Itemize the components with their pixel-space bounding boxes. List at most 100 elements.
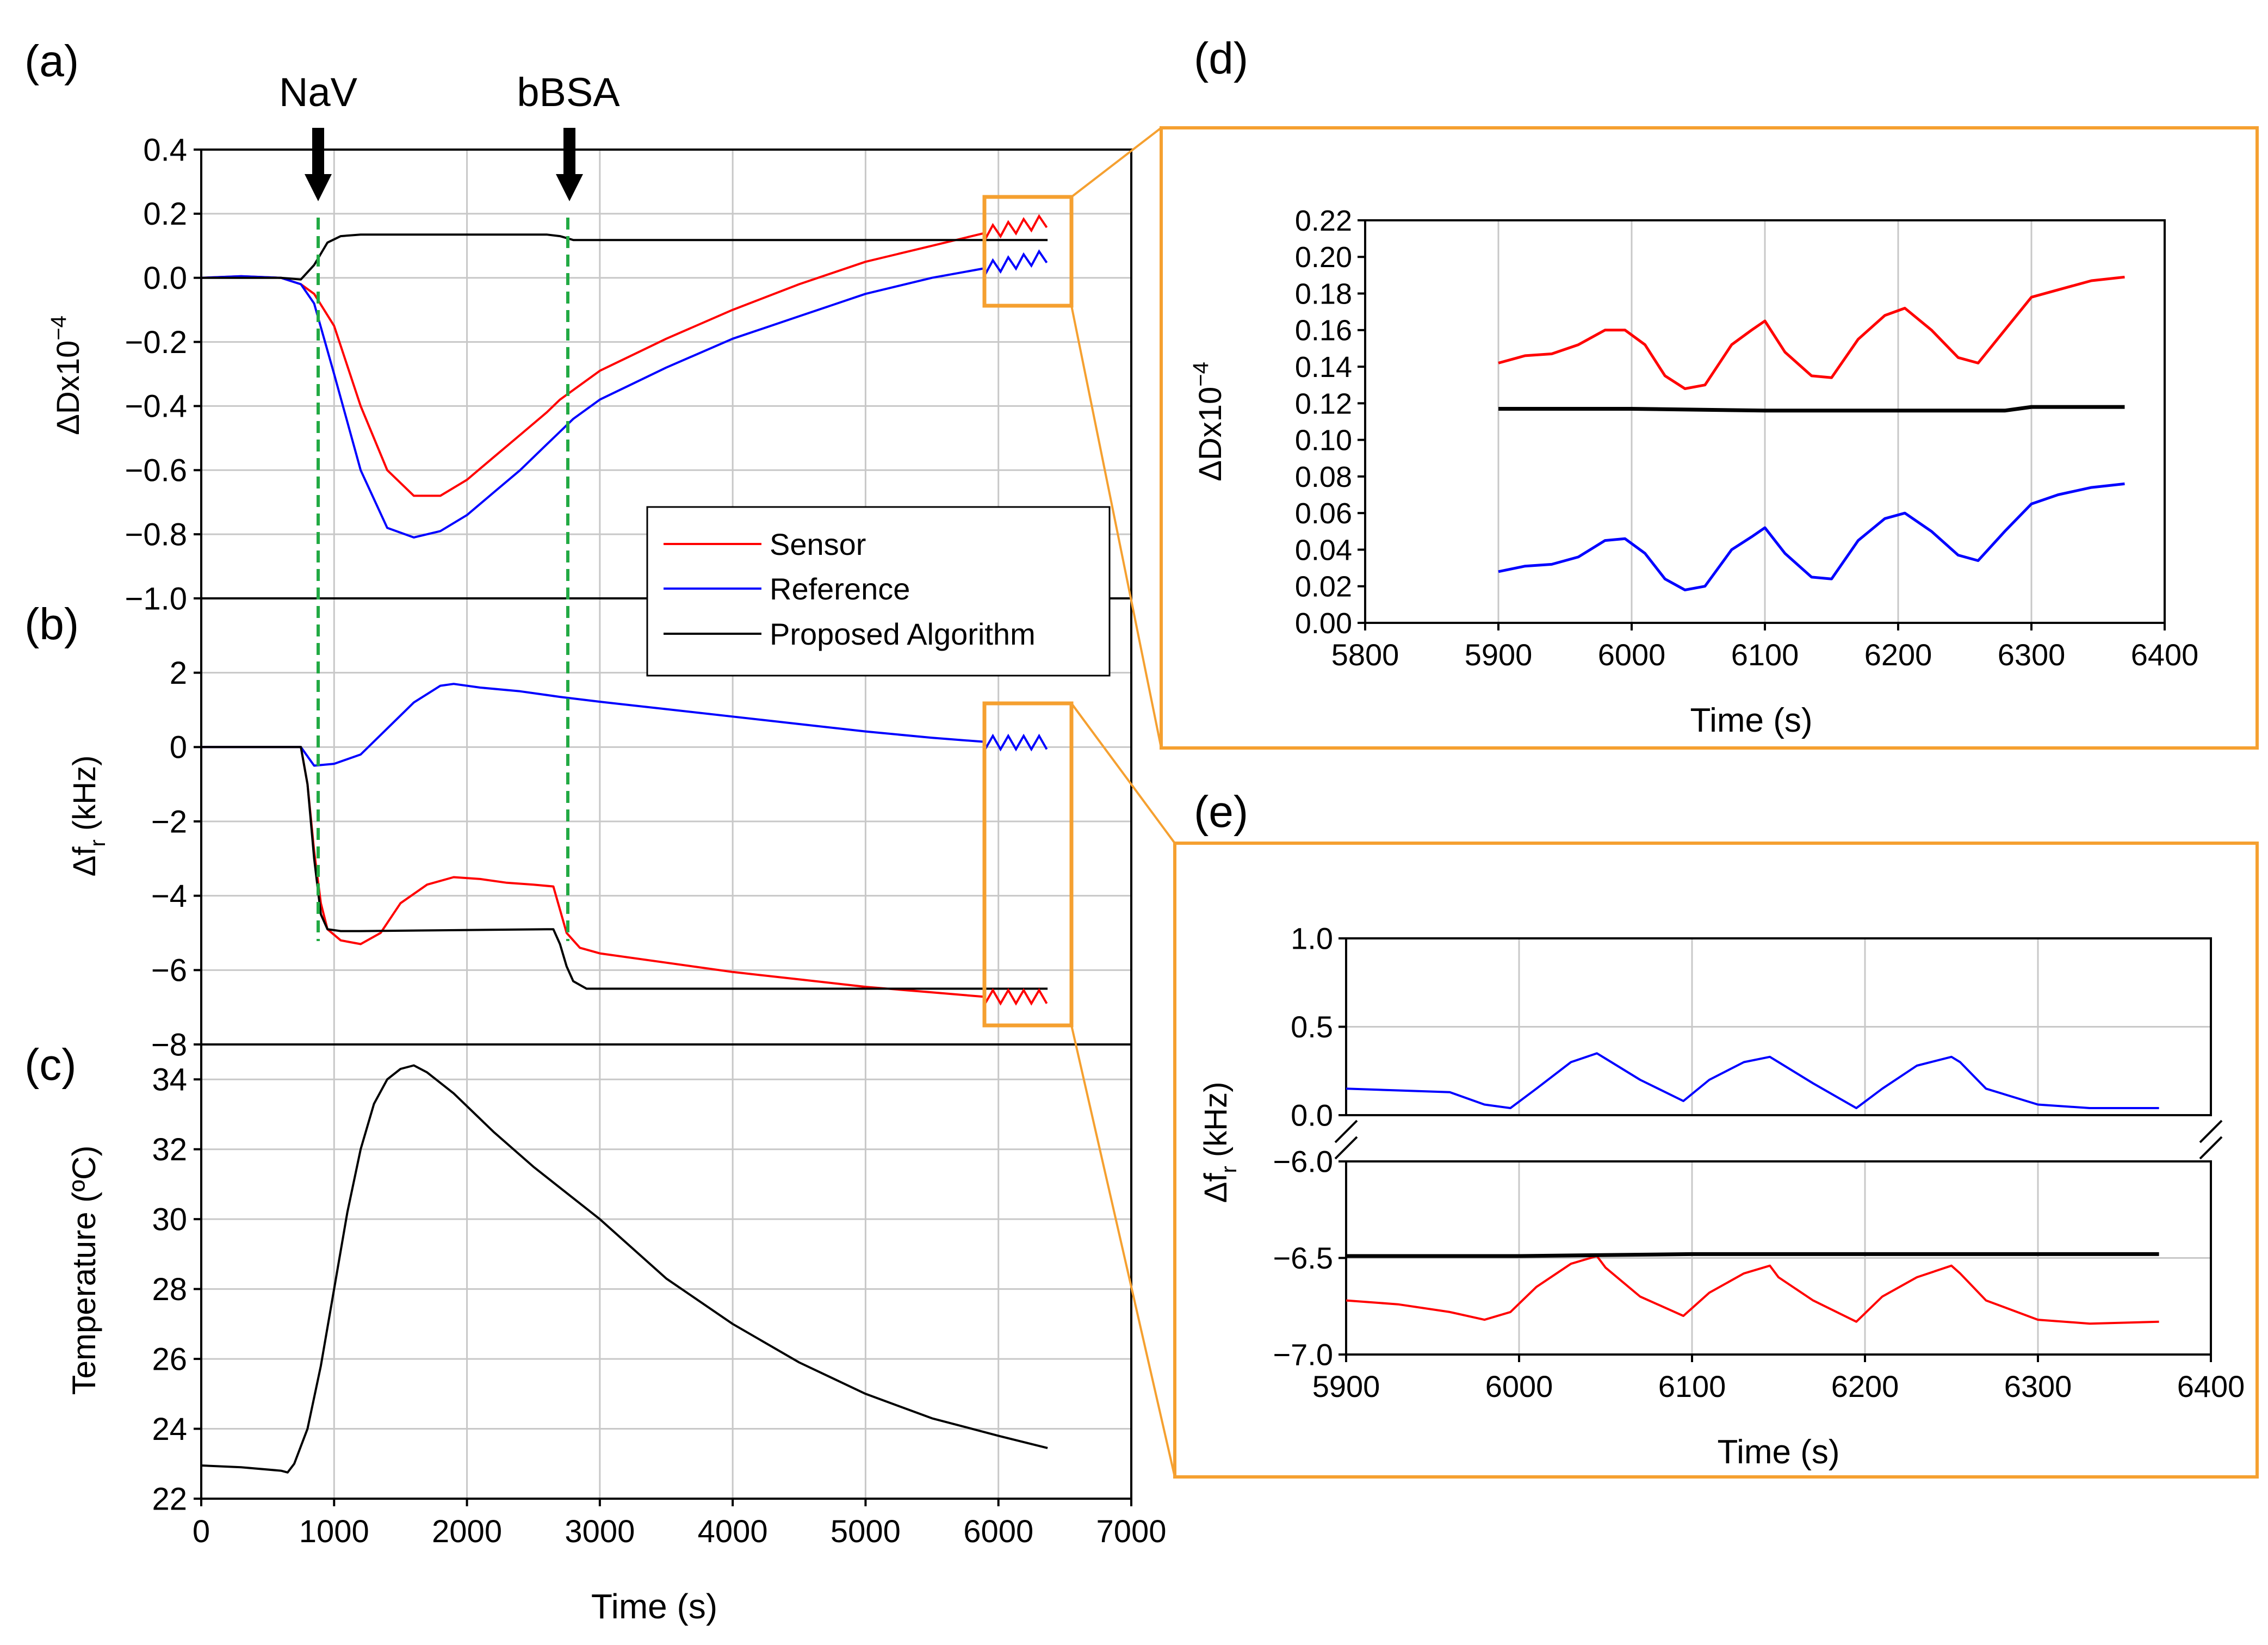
x-tick-label: 5900 bbox=[1465, 638, 1533, 672]
y-tick-label: 0.06 bbox=[1295, 497, 1352, 530]
y-tick-label: 0.04 bbox=[1295, 534, 1352, 566]
panel-a-reference-tail bbox=[984, 249, 1048, 275]
panel-b-ylabel: Δfr (kHz) bbox=[67, 756, 110, 877]
panel-e-ylabel: Δfr (kHz) bbox=[1198, 1082, 1241, 1203]
nav-label: NaV bbox=[279, 70, 358, 115]
y-tick-label: 0.02 bbox=[1295, 571, 1352, 603]
x-tick-label: 7000 bbox=[1096, 1514, 1166, 1549]
annotations: NaV bBSA bbox=[279, 70, 620, 941]
panel-c-series-temperature bbox=[201, 1064, 1048, 1474]
panel-d-grid bbox=[1364, 220, 2166, 623]
y-tick-label: 0.2 bbox=[143, 196, 187, 232]
panel-b-ylabel-unit: (kHz) bbox=[67, 756, 102, 840]
y-tick-label: −7.0 bbox=[1273, 1338, 1333, 1372]
y-tick-label: 0.16 bbox=[1295, 314, 1352, 347]
y-tick-label: 1.0 bbox=[1291, 922, 1333, 956]
panel-a-grid bbox=[200, 149, 1132, 599]
panel-a-series bbox=[201, 214, 1048, 539]
x-tick-label: 5900 bbox=[1312, 1369, 1380, 1403]
zoom-connectors bbox=[1070, 127, 1176, 1477]
panel-e: 0.0 0.5 1.0 −7.0 −6.5 −6.0 5900 6000 6100 6200 63… bbox=[1173, 842, 2259, 1479]
legend: Sensor Reference Proposed Algorithm bbox=[646, 506, 1111, 677]
panel-e-series bbox=[1346, 1052, 2159, 1325]
y-tick-label: 22 bbox=[152, 1481, 187, 1517]
panel-c-grid bbox=[200, 1044, 1132, 1500]
panel-a-series-sensor bbox=[201, 232, 986, 497]
y-tick-label: 24 bbox=[152, 1412, 187, 1447]
panel-b-series bbox=[201, 683, 1048, 1006]
panel-c-ylabel: Temperature (ºC) bbox=[66, 1146, 102, 1395]
y-tick-label: 28 bbox=[152, 1272, 187, 1307]
panel-d-series-proposed-algorithm bbox=[1498, 405, 2125, 413]
x-tick-label: 6300 bbox=[2004, 1369, 2072, 1403]
x-tick-label: 6200 bbox=[1831, 1369, 1899, 1403]
y-tick-label: −0.8 bbox=[125, 517, 188, 552]
panel-a-highlight-box bbox=[982, 195, 1074, 308]
y-tick-label: −8 bbox=[151, 1027, 187, 1062]
y-tick-label: 26 bbox=[152, 1341, 187, 1377]
y-tick-label: 0 bbox=[170, 730, 187, 765]
y-tick-label: 0.5 bbox=[1291, 1010, 1333, 1044]
panel-a-sensor-tail bbox=[984, 214, 1048, 240]
panel-c-series bbox=[201, 1064, 1048, 1474]
panel-d-yticks: 0.00 0.02 0.04 0.06 0.08 0.10 0.120.14 0.16 0.18… bbox=[1295, 205, 1365, 640]
y-tick-label: 0.08 bbox=[1295, 461, 1352, 493]
connector-d-top bbox=[1070, 127, 1162, 198]
bbsa-arrow bbox=[556, 128, 583, 201]
x-tick-label: 6200 bbox=[1864, 638, 1932, 672]
legend-label-reference: Reference bbox=[770, 572, 910, 606]
y-tick-label: −1.0 bbox=[125, 581, 188, 616]
legend-label-sensor: Sensor bbox=[770, 527, 866, 561]
panel-d-xticks: 5800 5900 6000 6100 6200 6300 6400 bbox=[1331, 623, 2198, 672]
x-tick-label: 5000 bbox=[831, 1514, 901, 1549]
panel-e-ylabel-sub: r bbox=[1217, 1166, 1241, 1173]
panel-d-ylabel-exp: −4 bbox=[1189, 362, 1213, 387]
panel-e-xticks: 5900 6000 6100 6200 6300 6400 bbox=[1312, 1355, 2245, 1403]
legend-label-algorithm: Proposed Algorithm bbox=[770, 617, 1036, 651]
nav-arrow bbox=[305, 128, 332, 201]
panel-e-xlabel: Time (s) bbox=[1718, 1433, 1840, 1471]
y-tick-label: 0.14 bbox=[1295, 351, 1352, 384]
panel-b-sensor-tail bbox=[984, 988, 1048, 1006]
panel-a: −1.0 −0.8 −0.6 −0.4 −0.2 0.0 0.2 0.4 ΔDx10−4 bbox=[47, 132, 1132, 616]
panel-e-ylabel-unit: (kHz) bbox=[1198, 1082, 1234, 1166]
bbsa-label: bBSA bbox=[517, 70, 620, 115]
panel-b-yticks: −8 −6 −4 −2 0 2 bbox=[151, 655, 201, 1062]
panel-label-b: (b) bbox=[24, 599, 79, 649]
panel-label-a: (a) bbox=[24, 36, 79, 86]
x-tick-label: 6000 bbox=[1485, 1369, 1553, 1403]
panel-c-xlabel: Time (s) bbox=[591, 1587, 717, 1626]
y-tick-label: 0.18 bbox=[1295, 277, 1352, 310]
y-tick-label: 0.0 bbox=[143, 261, 187, 296]
x-tick-label: 6100 bbox=[1731, 638, 1799, 672]
panel-d-xlabel: Time (s) bbox=[1690, 702, 1813, 739]
panel-d-series bbox=[1498, 275, 2125, 591]
panel-a-series-proposed-algorithm bbox=[201, 233, 1048, 281]
x-tick-label: 6400 bbox=[2177, 1369, 2245, 1403]
y-tick-label: −2 bbox=[151, 804, 187, 839]
x-tick-label: 4000 bbox=[698, 1514, 768, 1549]
x-tick-label: 3000 bbox=[565, 1514, 635, 1549]
y-tick-label: 0.12 bbox=[1295, 387, 1352, 420]
panel-c: 22 24 26 28 30 32 34 0 1000 2000 3000 4000 5000 6000… bbox=[66, 1043, 1167, 1626]
panel-c-xticks: 0 1000 2000 3000 4000 5000 6000 7000 bbox=[193, 1499, 1167, 1549]
panel-e-border bbox=[1173, 842, 2259, 1479]
x-tick-label: 6000 bbox=[1598, 638, 1666, 672]
panel-label-c: (c) bbox=[24, 1040, 77, 1090]
panel-a-yticks: −1.0 −0.8 −0.6 −0.4 −0.2 0.0 0.2 0.4 bbox=[125, 132, 201, 616]
y-tick-label: 34 bbox=[152, 1062, 187, 1098]
y-tick-label: −6.0 bbox=[1273, 1145, 1333, 1179]
x-tick-label: 6300 bbox=[1998, 638, 2066, 672]
connector-e-top bbox=[1070, 702, 1176, 844]
legend-box bbox=[646, 506, 1111, 677]
y-tick-label: −0.4 bbox=[125, 389, 188, 424]
x-tick-label: 6000 bbox=[963, 1514, 1033, 1549]
y-tick-label: 30 bbox=[152, 1202, 187, 1237]
x-tick-label: 1000 bbox=[299, 1514, 369, 1549]
panel-b-highlight-box bbox=[982, 701, 1074, 1028]
y-tick-label: 0.4 bbox=[143, 132, 187, 168]
x-tick-label: 0 bbox=[193, 1514, 210, 1549]
panel-b-series-proposed-algorithm bbox=[201, 746, 1048, 990]
y-tick-label: −4 bbox=[151, 879, 187, 914]
panel-a-ylabel: ΔDx10−4 bbox=[47, 316, 86, 435]
